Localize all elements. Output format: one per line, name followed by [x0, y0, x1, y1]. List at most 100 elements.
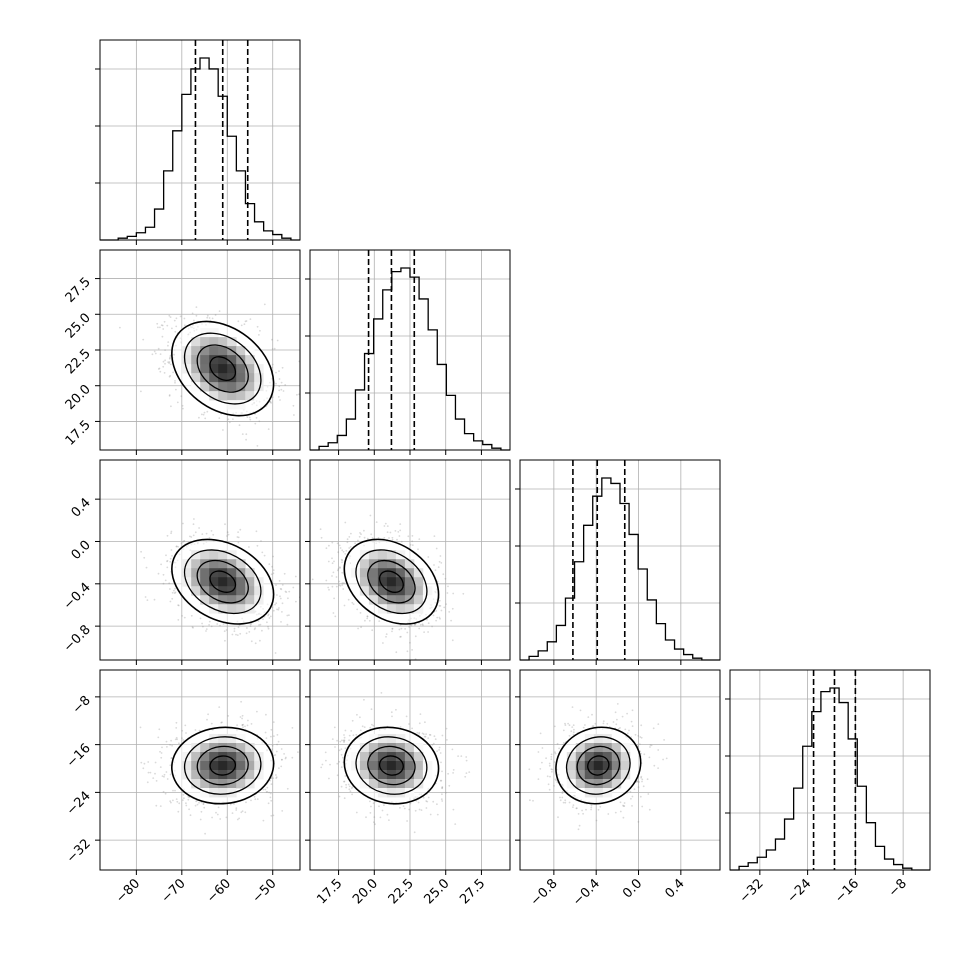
density-panel-3-1: −0.8−0.40.00.4 [61, 459, 301, 665]
scatter-point [321, 763, 324, 766]
scatter-point [169, 557, 172, 560]
density-cell [395, 568, 406, 578]
density-cell [200, 559, 210, 569]
scatter-point [435, 610, 438, 612]
scatter-point [343, 582, 345, 584]
scatter-point [270, 799, 273, 802]
density-cell [236, 559, 246, 569]
scatter-point [640, 752, 642, 755]
contour-line [209, 356, 237, 382]
scatter-point [444, 791, 447, 794]
scatter-point [462, 592, 465, 595]
scatter-point [256, 798, 259, 800]
scatter-point [399, 806, 401, 809]
density-cell [368, 743, 379, 753]
scatter-point [397, 531, 400, 533]
scatter-point [171, 555, 173, 557]
density-cell [368, 577, 379, 587]
density-cell [218, 577, 228, 587]
scatter-point [359, 612, 362, 614]
scatter-point [446, 739, 448, 741]
density-cell [422, 595, 433, 605]
scatter-point [205, 630, 207, 632]
scatter-point [359, 729, 362, 732]
scatter-point [160, 756, 163, 759]
scatter-point [385, 633, 388, 635]
scatter-point [203, 411, 206, 414]
scatter-point [233, 627, 236, 630]
scatter-point [343, 741, 345, 743]
scatter-point [433, 564, 435, 566]
scatter-point [333, 597, 335, 600]
panel-frame [99, 669, 301, 871]
scatter-point [283, 572, 286, 575]
scatter-point [271, 748, 274, 751]
scatter-point [341, 584, 344, 586]
scatter-point [278, 385, 281, 388]
scatter-point [649, 746, 651, 748]
scatter-point [241, 714, 244, 717]
scatter-point [332, 571, 335, 574]
contour-line [587, 755, 610, 776]
scatter-point [539, 768, 542, 770]
density-cell [584, 752, 595, 762]
scatter-point [561, 796, 564, 799]
density-cell [200, 364, 210, 374]
scatter-point [275, 774, 277, 776]
scatter-point [283, 753, 285, 755]
scatter-point [165, 771, 168, 773]
scatter-point [243, 323, 246, 326]
scatter-point [409, 802, 412, 805]
density-cell [377, 595, 388, 605]
scatter-point [386, 531, 389, 534]
scatter-point [288, 614, 290, 617]
scatter-point [168, 394, 171, 396]
contour-line [183, 549, 262, 615]
density-cell [386, 559, 397, 569]
scatter-point [140, 761, 143, 764]
scatter-point [375, 521, 378, 523]
scatter-point [378, 805, 380, 808]
scatter-point [222, 429, 224, 431]
scatter-point [250, 723, 253, 725]
density-cell [236, 752, 246, 762]
scatter-point [320, 766, 323, 769]
scatter-point [174, 330, 177, 333]
scatter-point [291, 756, 294, 759]
density-cell [227, 577, 237, 587]
scatter-point [208, 317, 211, 319]
scatter-point [237, 531, 240, 533]
density-cell [395, 577, 406, 587]
scatter-point [241, 433, 244, 435]
scatter-point [451, 748, 454, 751]
scatter-point [267, 802, 270, 805]
scatter-point [359, 532, 361, 534]
scatter-point [272, 572, 275, 575]
scatter-point [225, 629, 228, 631]
scatter-point [239, 716, 242, 718]
scatter-point [547, 783, 550, 786]
density-cell [368, 770, 379, 780]
scatter-point [327, 560, 330, 563]
scatter-point [403, 807, 406, 810]
scatter-point [277, 608, 280, 611]
scatter-point [622, 805, 625, 807]
scatter-point [602, 720, 605, 723]
scatter-point [167, 361, 169, 363]
scatter-point [371, 537, 374, 539]
scatter-point [169, 800, 172, 803]
scatter-point [388, 537, 390, 539]
scatter-point [275, 382, 277, 385]
density-cell [413, 586, 424, 596]
scatter-point [438, 616, 441, 619]
scatter-point [386, 813, 389, 816]
scatter-point [628, 729, 630, 732]
scatter-point [211, 317, 214, 320]
scatter-point [599, 805, 602, 808]
scatter-point [271, 348, 274, 350]
scatter-point [271, 396, 274, 399]
scatter-point [342, 756, 344, 759]
scatter-point [160, 563, 162, 566]
scatter-point [249, 623, 252, 626]
density-cell [377, 752, 388, 762]
